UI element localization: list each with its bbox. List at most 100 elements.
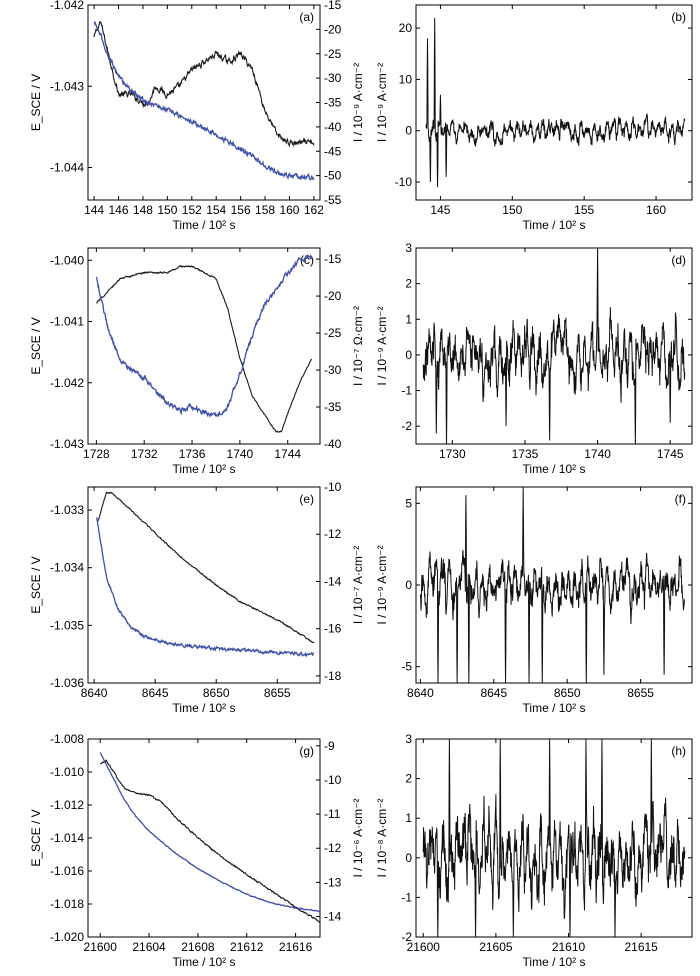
- y-tick-label: -1.018: [50, 897, 84, 911]
- plot-frame: [87, 738, 321, 938]
- panel-label: (e): [299, 492, 314, 506]
- y2-tick-label: -13: [324, 875, 342, 889]
- y2-tick-label: -9: [324, 739, 335, 753]
- y-tick-label: -1.042: [50, 376, 84, 390]
- y-tick-label: 0: [405, 851, 412, 865]
- y-tick-label: -5: [401, 660, 412, 674]
- x-tick-label: 8645: [480, 686, 507, 700]
- y-tick-label: 3: [405, 732, 412, 746]
- y-tick-label: -1.036: [50, 676, 84, 690]
- y-tick-label: -1.016: [50, 864, 84, 878]
- y-axis-label-right: I / 10⁻⁶ A·cm⁻²: [351, 799, 365, 878]
- y-tick-label: -1: [401, 890, 412, 904]
- y2-tick-label: -20: [324, 22, 342, 36]
- y-tick-label: -1.040: [50, 253, 84, 267]
- y-axis-label-right: I / 10⁻⁹ A·cm⁻²: [351, 63, 365, 142]
- y2-tick-label: -40: [324, 437, 342, 451]
- x-tick-label: 21608: [181, 940, 215, 954]
- x-tick-label: 1745: [657, 447, 684, 461]
- y-axis-label-left: E_SCE / V: [29, 317, 43, 374]
- series-potential-line: [99, 759, 321, 923]
- y2-tick-label: -18: [324, 669, 342, 683]
- series-potential-line: [96, 265, 313, 433]
- y2-tick-label: -12: [324, 527, 342, 541]
- y2-tick-label: -45: [324, 144, 342, 158]
- y-tick-label: 0: [405, 124, 412, 138]
- y-tick-label: -1.043: [50, 79, 84, 93]
- y-tick-label: -2: [401, 930, 412, 944]
- x-tick-label: 8650: [203, 686, 230, 700]
- plot-frame: [415, 738, 693, 938]
- x-tick-label: 156: [231, 203, 251, 217]
- y2-tick-label: -25: [324, 47, 342, 61]
- x-tick-label: 8655: [264, 686, 291, 700]
- x-tick-label: 21600: [407, 940, 441, 954]
- y-tick-label: -1.012: [50, 798, 84, 812]
- y2-tick-label: -30: [324, 71, 342, 85]
- x-tick-label: 148: [133, 203, 153, 217]
- panel-label: (a): [299, 10, 314, 24]
- y-axis-label: I / 10⁻⁹ A·cm⁻²: [375, 63, 389, 142]
- y-axis-label: I / 10⁻⁸ A·cm⁻²: [375, 798, 389, 877]
- x-tick-label: 1728: [83, 447, 110, 461]
- x-axis-label: Time / 10² s: [173, 462, 236, 476]
- panel-g: 21600 21604 21608 21612 21616 Time / 10² s (g)…: [29, 732, 365, 969]
- x-axis-label: Time / 10² s: [173, 701, 236, 715]
- y2-tick-label: -55: [324, 193, 342, 207]
- x-axis-label: Time / 10² s: [173, 218, 236, 232]
- y-tick-label: 0: [405, 348, 412, 362]
- panel-f: 8640 8645 8650 8655 Time / 10² s (f) 5 0 -5 I / 1…: [375, 486, 693, 715]
- y-tick-label: -1.008: [50, 732, 84, 746]
- y2-tick-label: -25: [324, 326, 342, 340]
- x-tick-label: 1732: [131, 447, 158, 461]
- panel-label: (f): [675, 492, 686, 506]
- y-tick-label: -1.042: [50, 0, 84, 12]
- y-tick-label: 2: [405, 277, 412, 291]
- series-current-noise-line: [425, 17, 686, 188]
- x-tick-label: 1730: [439, 447, 466, 461]
- x-tick-label: 21616: [279, 940, 313, 954]
- plot-frame: [87, 4, 321, 201]
- y-tick-label: -10: [395, 175, 413, 189]
- x-tick-label: 8650: [554, 686, 581, 700]
- plot-frame: [87, 486, 321, 684]
- y-axis-label: I / 10⁻⁹ A·cm⁻²: [375, 306, 389, 385]
- y2-tick-label: -40: [324, 120, 342, 134]
- y-tick-label: 20: [399, 21, 413, 35]
- y-tick-label: -1: [401, 384, 412, 398]
- y-axis-label-left: E_SCE / V: [29, 556, 43, 613]
- x-tick-label: 8640: [407, 686, 434, 700]
- plot-frame: [87, 247, 321, 445]
- x-tick-label: 1744: [274, 447, 301, 461]
- x-tick-label: 21612: [230, 940, 264, 954]
- y2-tick-label: -14: [324, 910, 342, 924]
- panel-label: (b): [671, 10, 686, 24]
- x-tick-label: 1740: [227, 447, 254, 461]
- y2-tick-label: -35: [324, 400, 342, 414]
- x-tick-label: 146: [109, 203, 129, 217]
- y-tick-label: -1.033: [50, 503, 84, 517]
- y2-tick-label: -12: [324, 841, 342, 855]
- y2-tick-label: -10: [324, 773, 342, 787]
- plot-frame: [415, 247, 693, 445]
- panel-label: (d): [671, 253, 686, 267]
- x-tick-label: 21610: [552, 940, 586, 954]
- x-tick-label: 154: [206, 203, 226, 217]
- y-tick-label: 1: [405, 811, 412, 825]
- y2-tick-label: -20: [324, 289, 342, 303]
- x-tick-label: 162: [304, 203, 324, 217]
- x-tick-label: 160: [646, 203, 666, 217]
- x-tick-label: 8655: [627, 686, 654, 700]
- y-tick-label: 10: [399, 72, 413, 86]
- y2-tick-label: -15: [324, 0, 342, 12]
- y2-tick-label: -14: [324, 574, 342, 588]
- series-current-line: [95, 517, 315, 658]
- series-potential-line: [93, 20, 315, 148]
- x-axis-label: Time / 10² s: [173, 955, 236, 969]
- y-axis-label-left: E_SCE / V: [29, 809, 43, 866]
- series-potential-line: [97, 491, 315, 644]
- panel-a: 144 146 148 150 152 154 156 158 160 162 Time / 10²…: [29, 0, 365, 232]
- x-tick-label: 145: [430, 203, 450, 217]
